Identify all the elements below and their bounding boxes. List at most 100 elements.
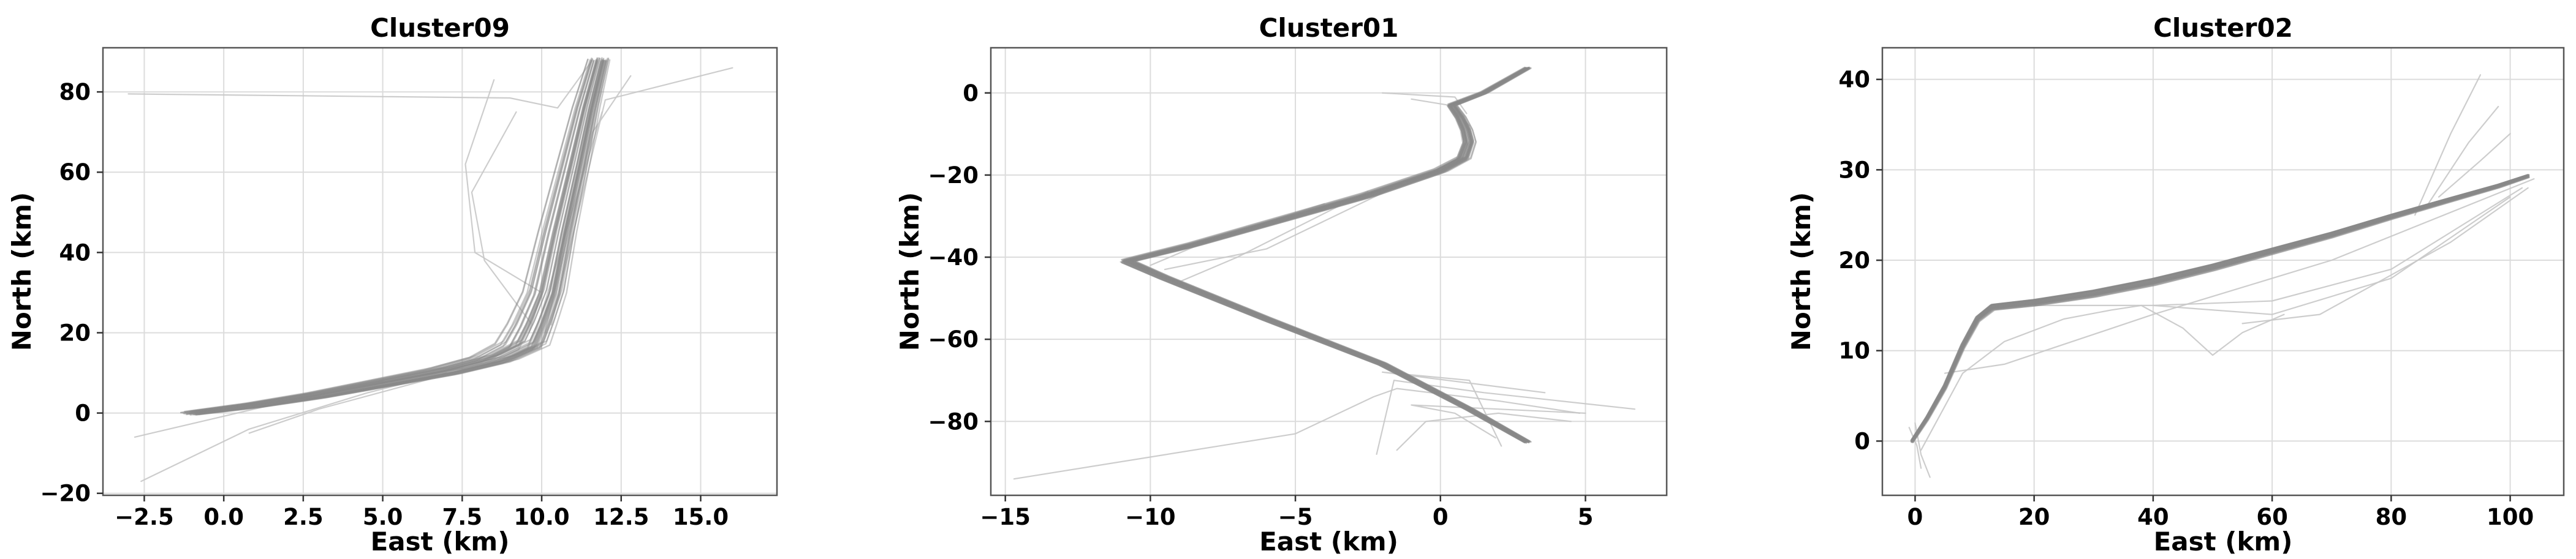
cluster-trajectory [1911, 174, 2529, 441]
y-tick-label: −20 [928, 162, 979, 189]
y-tick-label: 10 [1839, 338, 1871, 364]
x-tick-label: −10 [1125, 504, 1176, 530]
cluster-trajectory [1911, 174, 2529, 441]
cluster-trajectory [189, 59, 598, 415]
cluster-trajectory [1133, 67, 1532, 443]
cluster-trajectory [180, 59, 589, 414]
cluster-trajectory [197, 60, 606, 415]
cluster-trajectory [1911, 176, 2529, 443]
outlier-trajectory [1178, 190, 1369, 283]
cluster-trajectory [1911, 175, 2529, 442]
cluster-trajectory [188, 59, 597, 414]
cluster-trajectory [189, 61, 598, 416]
cluster-trajectory [1130, 67, 1530, 443]
cluster-trajectory [1129, 67, 1530, 443]
x-tick-label: −2.5 [115, 504, 174, 530]
x-tick-label: 2.5 [283, 504, 324, 530]
x-axis-label: East (km) [371, 527, 510, 557]
cluster-trajectory [1911, 175, 2529, 442]
cluster-trajectory [1125, 67, 1528, 443]
cluster-trajectory [1910, 174, 2528, 441]
cluster-trajectory [1126, 67, 1529, 442]
cluster-trajectory [1912, 176, 2530, 443]
axes-frame [990, 47, 1668, 497]
cluster-trajectory [189, 57, 598, 412]
cluster-trajectory [185, 60, 594, 416]
cluster-trajectory [195, 58, 604, 413]
outlier-trajectory [1382, 371, 1546, 447]
cluster-trajectory [196, 59, 605, 415]
cluster-trajectory [199, 59, 607, 415]
cluster-trajectory [1124, 67, 1528, 443]
cluster-trajectory [195, 59, 604, 415]
y-tick-label: 30 [1839, 157, 1871, 183]
cluster-trajectory [1911, 174, 2529, 441]
cluster-trajectory [1127, 67, 1529, 442]
x-tick-label: 7.5 [442, 504, 483, 530]
outlier-trajectory [248, 378, 431, 434]
cluster-trajectory [195, 59, 604, 415]
cluster-trajectory [1124, 67, 1527, 443]
cluster-trajectory [1911, 174, 2529, 441]
cluster-trajectory [1127, 67, 1529, 443]
chart-title: Cluster01 [1259, 13, 1399, 43]
x-tick-label: 12.5 [593, 504, 649, 530]
outlier-trajectory [2241, 187, 2529, 325]
cluster-trajectory [199, 60, 607, 415]
cluster-trajectory [1912, 174, 2529, 441]
cluster-trajectory [1123, 67, 1526, 443]
cluster-trajectory [1127, 67, 1529, 443]
cluster-trajectory [1123, 67, 1527, 443]
cluster-trajectory [1121, 68, 1526, 444]
cluster-trajectory [1132, 67, 1532, 443]
cluster-trajectory [1912, 174, 2530, 441]
y-axis-label: North (km) [1786, 192, 1816, 351]
y-axis-label: North (km) [7, 192, 37, 351]
cluster-trajectory [1912, 175, 2529, 442]
cluster-trajectory [191, 57, 600, 412]
cluster-trajectory [198, 59, 607, 414]
x-axis-label: East (km) [2154, 527, 2293, 557]
cluster-trajectory [1910, 175, 2528, 442]
cluster-trajectory [1123, 67, 1527, 443]
y-tick-label: 60 [59, 159, 91, 186]
x-tick-label: 100 [2487, 504, 2534, 530]
x-tick-label: −5 [1278, 504, 1313, 530]
x-tick-label: 0.0 [203, 504, 244, 530]
trajectory-group [1013, 66, 1635, 480]
cluster-trajectory [194, 59, 604, 415]
cluster-trajectory [1911, 176, 2528, 443]
cluster-trajectory [188, 59, 597, 415]
cluster-trajectory [1131, 67, 1531, 443]
outlier-trajectory [1382, 92, 1468, 114]
trajectory-group [127, 57, 733, 482]
outlier-trajectory [2414, 74, 2482, 216]
x-tick-label: 20 [2018, 504, 2050, 530]
cluster-trajectory [1911, 174, 2529, 441]
chart-panel-3: 0 20 40 60 80 100 0 10 20 30 40 Cluster02 East (km) N… [1786, 13, 2565, 557]
cluster-trajectory [1123, 67, 1526, 442]
cluster-trajectory [1124, 67, 1527, 442]
cluster-trajectory [1127, 68, 1529, 443]
cluster-trajectory [1129, 67, 1529, 442]
outlier-trajectory [1908, 427, 1922, 469]
outlier-trajectory [1164, 182, 1404, 271]
cluster-trajectory [1912, 174, 2530, 441]
cluster-trajectory [180, 58, 589, 413]
cluster-trajectory [1129, 67, 1529, 443]
chart-panel-2: −15 −10 −5 0 5 −80 −60 −40 −20 0 Cluster01 East (km… [895, 13, 1668, 557]
cluster-trajectory [1912, 174, 2529, 441]
outlier-trajectory [1411, 404, 1586, 439]
trajectory-group [1908, 74, 2535, 478]
cluster-trajectory [1121, 68, 1526, 444]
cluster-trajectory [189, 58, 599, 413]
outlier-trajectory [1944, 178, 2535, 374]
cluster-trajectory [1910, 176, 2528, 443]
x-tick-label: 40 [2137, 504, 2169, 530]
cluster-trajectory [1911, 174, 2528, 441]
x-tick-label: −15 [980, 504, 1031, 530]
cluster-trajectory [200, 58, 610, 413]
cluster-trajectory [1130, 66, 1531, 442]
cluster-trajectory [182, 59, 591, 414]
